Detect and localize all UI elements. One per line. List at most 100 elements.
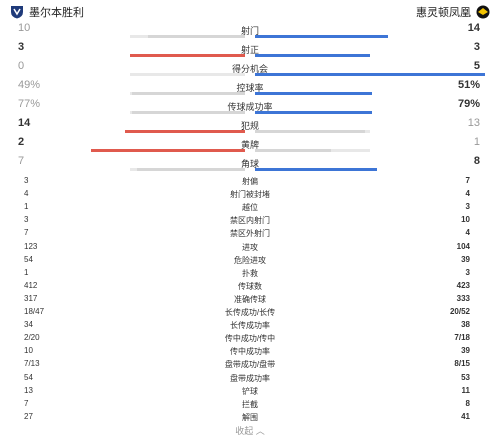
home-value: 7/13: [24, 359, 40, 368]
home-value: 49%: [18, 79, 41, 91]
away-value: 14: [467, 22, 480, 34]
away-value: 51%: [457, 79, 480, 91]
stat-label: 盘带成功率: [230, 374, 270, 383]
stat-label: 传球数: [238, 282, 262, 291]
away-value: 4: [465, 189, 470, 198]
home-value: 14: [18, 117, 31, 129]
home-value: 27: [24, 412, 33, 421]
stat-row: 3 射偏 7: [0, 174, 500, 187]
stat-label: 射偏: [242, 177, 258, 186]
home-value: 3: [24, 176, 29, 185]
home-team-badge-icon: [11, 6, 23, 19]
stat-label: 射门: [240, 26, 259, 36]
stat-label: 扑救: [242, 269, 258, 278]
stat-label: 进攻: [242, 243, 258, 252]
home-value: 10: [18, 22, 31, 34]
home-value: 3: [24, 215, 29, 224]
home-value: 317: [24, 294, 38, 303]
away-bar-fill: [255, 130, 366, 133]
away-value: 38: [461, 320, 470, 329]
home-value: 18/47: [24, 307, 45, 316]
home-bar-fill: [148, 35, 245, 38]
home-value: 1: [24, 268, 29, 277]
away-value: 39: [461, 346, 470, 355]
home-value: 77%: [18, 98, 41, 110]
home-value: 13: [24, 386, 33, 395]
home-value: 3: [18, 41, 25, 53]
stat-row: 10 射门 14: [0, 22, 500, 44]
home-value: 412: [24, 281, 38, 290]
home-value: 4: [24, 189, 29, 198]
home-bar-fill: [125, 130, 245, 133]
home-bar-fill: [132, 111, 245, 114]
away-value: 39: [461, 255, 470, 264]
stat-row: 7/13 盘带成功/盘带 8/15: [0, 357, 500, 370]
stat-label: 盘带成功/盘带: [224, 360, 276, 369]
stat-label: 拦截: [242, 400, 258, 409]
away-bar-fill: [255, 35, 389, 38]
stat-row: 123 进攻 104: [0, 240, 500, 253]
stat-label: 长传成功/长传: [224, 308, 276, 317]
home-value: 1: [24, 202, 29, 211]
stat-label: 长传成功率: [230, 321, 270, 330]
away-value: 7/18: [454, 333, 470, 342]
home-team[interactable]: 墨尔本胜利: [10, 4, 84, 20]
away-value: 3: [465, 202, 470, 211]
away-value: 20/52: [449, 307, 470, 316]
away-value: 3: [465, 268, 470, 277]
home-value: 7: [18, 155, 25, 167]
away-value: 8/15: [454, 359, 470, 368]
stat-row: 14 犯规 13: [0, 117, 500, 139]
match-header: 墨尔本胜利 惠灵顿凤凰: [0, 0, 500, 22]
home-bar-fill: [132, 92, 245, 95]
home-value: 123: [24, 242, 38, 251]
away-value: 41: [461, 412, 470, 421]
away-value: 53: [461, 373, 470, 382]
away-value: 79%: [457, 98, 480, 110]
away-value: 104: [456, 242, 470, 251]
stat-row: 7 角球 8: [0, 155, 500, 177]
away-value: 8: [473, 155, 480, 167]
home-value: 54: [24, 373, 33, 382]
away-value: 11: [461, 386, 470, 395]
home-value: 0: [18, 60, 25, 72]
stat-label: 危险进攻: [234, 256, 266, 265]
away-value: 7: [465, 176, 470, 185]
away-team[interactable]: 惠灵顿凤凰: [416, 4, 490, 20]
stat-label: 禁区外射门: [230, 229, 270, 238]
home-value: 10: [24, 346, 33, 355]
stat-label: 黄牌: [240, 140, 259, 150]
stat-label: 射门被封堵: [230, 190, 270, 199]
stat-row: 7 拦截 8: [0, 397, 500, 410]
stat-row: 4 射门被封堵 4: [0, 187, 500, 200]
away-bar-fill: [255, 92, 373, 95]
stat-row: 54 盘带成功率 53: [0, 371, 500, 384]
home-bar-fill: [136, 168, 245, 171]
stat-label: 射正: [240, 45, 259, 55]
away-bar-fill: [255, 54, 370, 57]
stat-row: 3 禁区内射门 10: [0, 213, 500, 226]
away-value: 423: [456, 281, 470, 290]
stat-label: 角球: [240, 159, 259, 169]
home-bar-fill: [90, 149, 245, 152]
away-value: 1: [473, 136, 480, 148]
away-team-badge-icon: [476, 5, 490, 19]
stat-label: 犯规: [240, 121, 259, 131]
stat-row: 2/20 传中成功/传中 7/18: [0, 331, 500, 344]
away-value: 5: [473, 60, 480, 72]
stat-row: 7 禁区外射门 4: [0, 226, 500, 239]
stat-label: 传中成功/传中: [224, 334, 276, 343]
collapse-button[interactable]: 收起 ︿: [235, 426, 265, 436]
stat-label: 传球成功率: [227, 102, 273, 112]
stat-label: 解围: [242, 413, 258, 422]
stat-row: 34 长传成功率 38: [0, 318, 500, 331]
stat-row: 412 传球数 423: [0, 279, 500, 292]
stat-label: 铲球: [242, 387, 258, 396]
home-bar-fill: [130, 54, 245, 57]
away-value: 3: [473, 41, 480, 53]
away-value: 13: [467, 117, 480, 129]
home-value: 54: [24, 255, 33, 264]
stat-row: 49% 控球率 51%: [0, 79, 500, 101]
home-value: 34: [24, 320, 33, 329]
away-bar-fill: [255, 149, 331, 152]
